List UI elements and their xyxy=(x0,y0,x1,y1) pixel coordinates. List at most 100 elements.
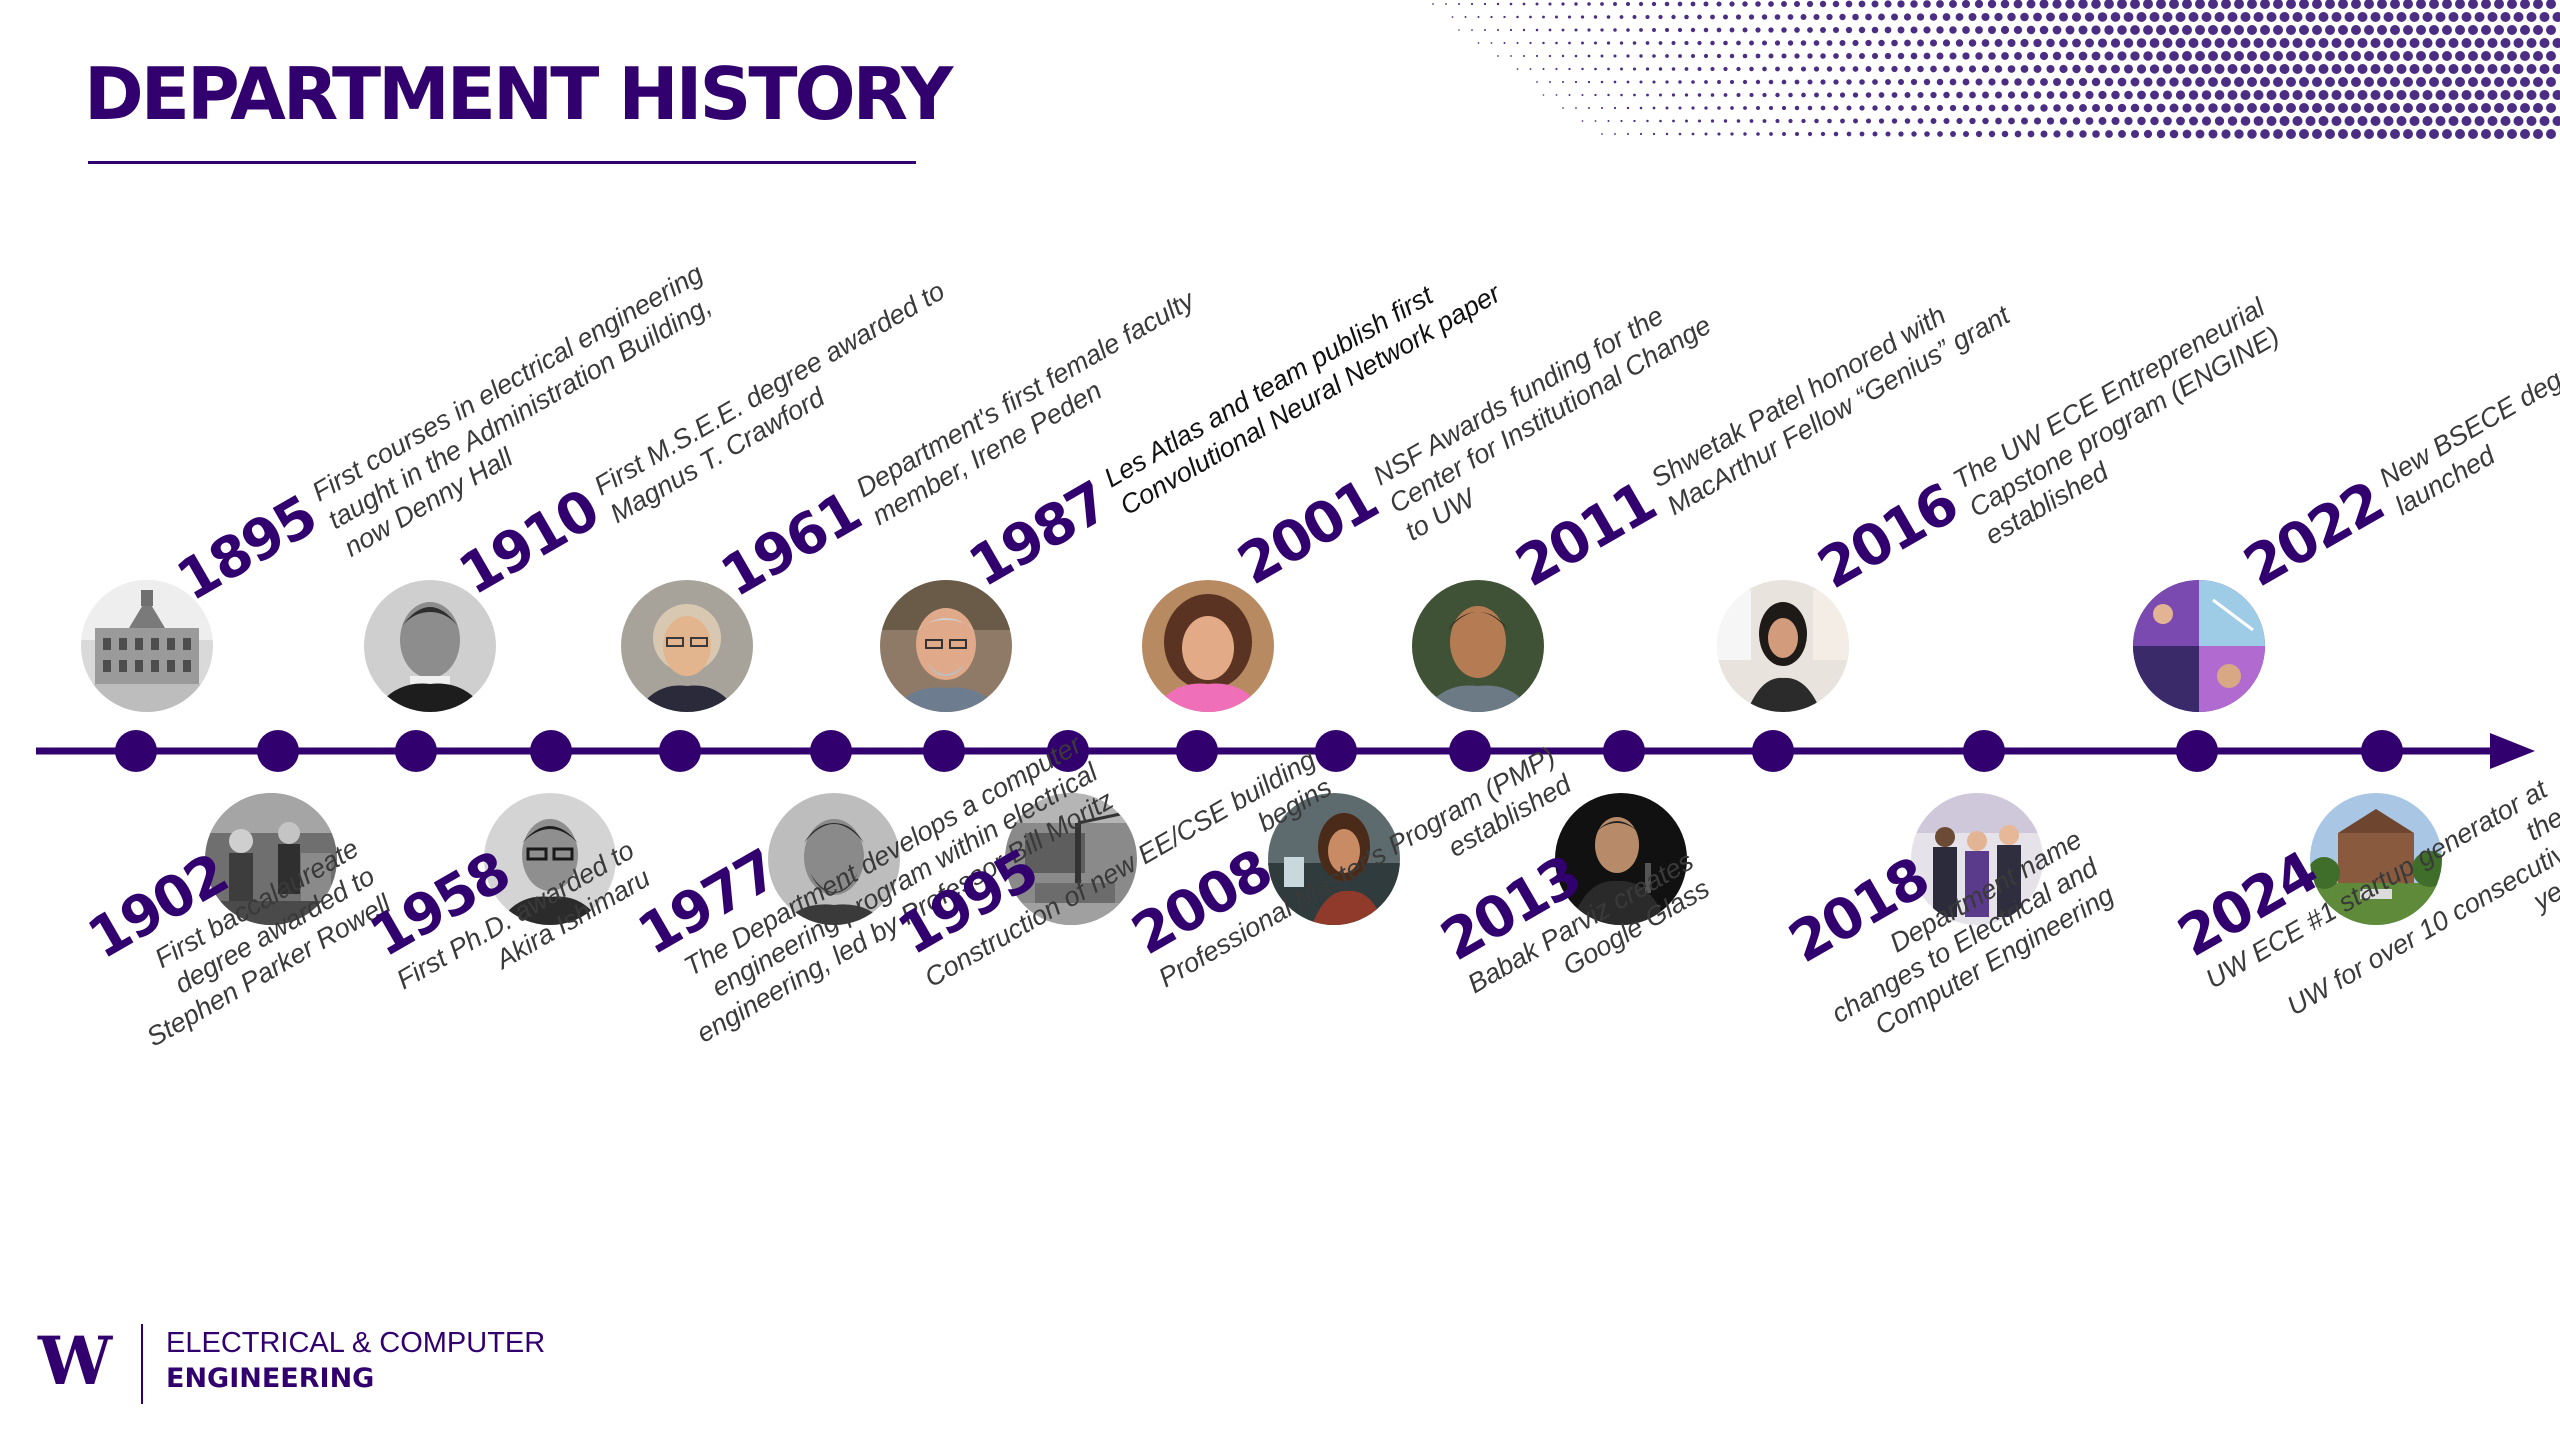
halftone-dot xyxy=(1522,2,1526,6)
halftone-dot xyxy=(2500,12,2511,22)
halftone-dot xyxy=(2292,116,2303,126)
halftone-dot xyxy=(2364,25,2374,35)
halftone-dot xyxy=(1529,41,1532,45)
halftone-dot xyxy=(1639,132,1643,136)
halftone-dot xyxy=(2188,90,2199,100)
halftone-dot xyxy=(1761,14,1768,20)
halftone-dot xyxy=(2162,38,2173,48)
halftone-dot xyxy=(2546,0,2556,9)
photo-1910 xyxy=(364,580,496,712)
halftone-dot xyxy=(2390,129,2400,139)
halftone-dot xyxy=(2429,103,2439,113)
halftone-dot xyxy=(1994,91,2003,99)
halftone-dot xyxy=(2097,12,2108,22)
halftone-dot xyxy=(1581,120,1584,122)
halftone-dot xyxy=(1916,13,1925,21)
halftone-dot xyxy=(1742,53,1748,59)
halftone-dot xyxy=(2318,116,2329,126)
halftone-dot xyxy=(2085,64,2094,74)
halftone-dot xyxy=(2442,77,2452,87)
timeline-node-1895 xyxy=(115,730,157,772)
halftone-dot xyxy=(2520,0,2530,9)
halftone-dot xyxy=(2546,25,2556,35)
halftone-dot xyxy=(2552,64,2560,74)
halftone-dot xyxy=(1981,12,1990,22)
halftone-dot xyxy=(2149,12,2160,22)
timeline-node-2011 xyxy=(1449,730,1491,772)
halftone-dot xyxy=(2390,0,2400,9)
halftone-dot xyxy=(1555,41,1558,45)
halftone-dot xyxy=(2422,90,2433,100)
halftone-dot xyxy=(2039,0,2049,9)
halftone-dot xyxy=(2136,38,2147,48)
timeline-node-1977 xyxy=(810,730,852,772)
halftone-dot xyxy=(2162,12,2173,22)
halftone-dot xyxy=(2455,103,2465,113)
halftone-dot xyxy=(1600,2,1604,6)
halftone-dot xyxy=(2344,12,2355,22)
halftone-dot xyxy=(2429,129,2439,139)
halftone-dot xyxy=(1852,13,1859,21)
halftone-dot xyxy=(2201,38,2212,48)
halftone-dot xyxy=(1950,131,1956,137)
halftone-dot xyxy=(2247,103,2257,113)
halftone-dot xyxy=(1574,80,1578,84)
halftone-dot xyxy=(2468,25,2478,35)
halftone-dot xyxy=(2370,116,2381,126)
halftone-dot xyxy=(2338,77,2348,87)
halftone-dot xyxy=(1607,120,1610,122)
halftone-dot xyxy=(2331,90,2342,100)
halftone-dot xyxy=(1743,106,1747,110)
halftone-dot xyxy=(1775,66,1780,72)
halftone-dot xyxy=(2279,38,2290,48)
halftone-dot xyxy=(2364,103,2374,113)
dot-pattern-decoration xyxy=(1432,0,2560,139)
halftone-dot xyxy=(1988,26,1996,34)
halftone-dot xyxy=(2292,38,2303,48)
halftone-dot xyxy=(1756,106,1760,110)
timeline-node-1987 xyxy=(923,730,965,772)
halftone-dot xyxy=(2533,0,2543,9)
halftone-dot xyxy=(1678,106,1682,110)
halftone-dot xyxy=(2091,103,2101,113)
halftone-dot xyxy=(1891,92,1898,98)
halftone-dot xyxy=(2435,90,2446,100)
halftone-dot xyxy=(2253,38,2264,48)
halftone-dot xyxy=(1762,119,1767,123)
halftone-dot xyxy=(1962,78,1970,86)
halftone-dot xyxy=(2383,90,2394,100)
halftone-dot xyxy=(1865,13,1872,21)
halftone-dot xyxy=(1729,53,1735,59)
halftone-dot xyxy=(2234,77,2244,87)
halftone-dot xyxy=(1761,40,1768,46)
halftone-dot xyxy=(2156,129,2166,139)
halftone-dot xyxy=(1678,54,1682,58)
halftone-dot xyxy=(1755,53,1761,59)
halftone-dot xyxy=(1652,28,1656,32)
halftone-dot xyxy=(2201,64,2212,74)
halftone-dot xyxy=(2208,25,2218,35)
halftone-dot xyxy=(1871,52,1879,60)
halftone-dot xyxy=(2208,0,2218,9)
halftone-dot xyxy=(1736,93,1741,97)
halftone-dot xyxy=(1678,80,1682,84)
halftone-dot xyxy=(1782,132,1786,136)
halftone-dot xyxy=(1820,79,1826,85)
halftone-dot xyxy=(2130,25,2140,35)
halftone-dot xyxy=(1574,54,1578,58)
halftone-dot xyxy=(1827,118,1832,124)
halftone-dot xyxy=(1974,0,1984,9)
halftone-dot xyxy=(1742,27,1748,33)
halftone-dot xyxy=(2299,51,2309,61)
halftone-dot xyxy=(2227,64,2238,74)
photo-2018 xyxy=(1911,793,2043,925)
halftone-dot xyxy=(1619,15,1624,19)
halftone-dot xyxy=(1975,26,1983,34)
halftone-dot xyxy=(2182,0,2192,9)
halftone-dot xyxy=(1717,80,1721,84)
halftone-dot xyxy=(2526,90,2537,100)
halftone-dot xyxy=(2325,25,2335,35)
halftone-dot xyxy=(1942,39,1951,47)
halftone-dot xyxy=(2416,129,2426,139)
halftone-dot xyxy=(2351,77,2361,87)
